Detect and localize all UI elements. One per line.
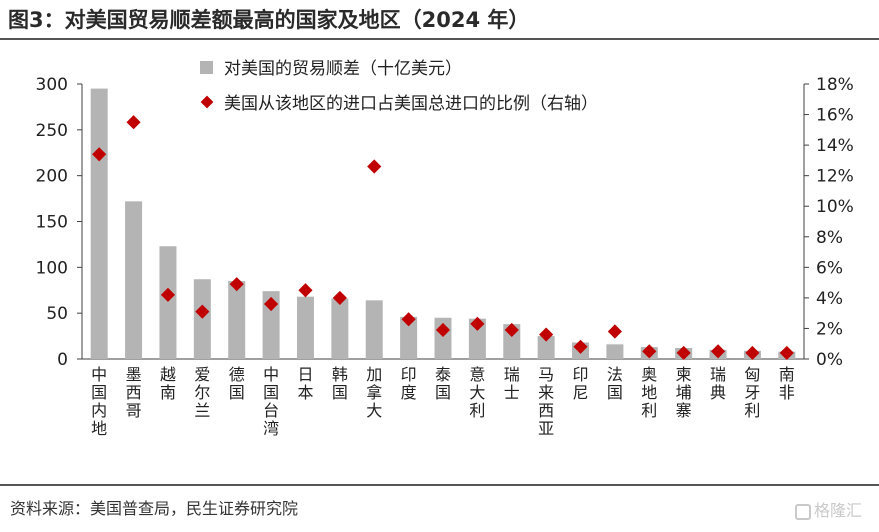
y-right-tick-label: 14% [816,136,854,156]
y-right-tick-label: 0% [816,350,843,370]
source-note: 资料来源：美国普查局，民生证券研究院 [10,499,299,518]
category-label: 印度 [401,365,417,402]
share-point [470,316,485,331]
category-label: 印尼 [573,365,589,402]
watermark-text: 格隆汇 [814,501,863,520]
y-right-tick-label: 18% [816,75,854,95]
bar [262,291,280,359]
y-left-tick-label: 300 [36,75,68,95]
y-left-tick-label: 100 [36,258,68,278]
share-point [573,339,588,354]
share-point [332,290,347,305]
category-label: 奥地利 [641,365,657,420]
category-label: 瑞典 [710,365,726,402]
share-point [195,304,210,319]
share-point [539,327,554,342]
category-label: 意大利 [469,365,485,420]
y-right-tick-label: 8% [816,228,843,248]
share-point [367,159,382,174]
y-right-tick-label: 10% [816,197,854,217]
category-label: 瑞士 [504,365,520,402]
y-right-tick-label: 12% [816,167,854,187]
page-title: 图3：对美国贸易顺差额最高的国家及地区（2024 年） [8,8,530,32]
bar [468,318,486,359]
y-right-tick-label: 4% [816,289,843,309]
y-left-tick-label: 200 [36,167,68,187]
category-label: 中国台湾 [263,365,279,438]
bar [90,88,108,359]
bar [503,324,521,359]
category-label: 法国 [607,365,623,402]
legend-bar-label: 对美国的贸易顺差（十亿美元） [224,59,462,79]
footer-divider [0,484,879,486]
bar [125,201,143,359]
y-left-tick-label: 250 [36,121,68,141]
bar [537,336,555,359]
share-point [607,324,622,339]
bar [606,344,624,359]
share-point [401,312,416,327]
share-point [710,344,726,359]
bar [159,246,177,359]
bar [400,316,418,359]
share-point [126,115,141,130]
trade-surplus-chart: 0 50 100 150 200 250 300 0% 2% 4% 6% 8% 10% 12% 14% 16… [36,59,854,438]
share-point [779,345,794,360]
legend-bar-swatch [200,61,213,74]
watermark-logo-icon [795,503,811,520]
watermark: 格隆汇 [795,497,862,521]
category-label: 柬埔寨 [676,365,692,420]
category-label: 韩国 [332,365,348,402]
y-left-tick-label: 150 [36,213,68,233]
y-left-tick-label: 0 [57,350,68,370]
y-right-tick-label: 2% [816,319,843,339]
category-label: 墨西哥 [126,365,142,420]
category-label: 日本 [297,365,313,402]
legend-marker-label: 美国从该地区的进口占美国总进口的比例（右轴） [224,94,598,114]
share-point [435,322,451,338]
category-label: 泰国 [435,365,451,402]
category-label: 爱尔兰 [194,365,210,420]
share-point [160,287,176,302]
category-label: 德国 [229,365,245,402]
category-label: 南非 [779,365,795,402]
y-left-tick-label: 50 [46,304,68,324]
share-point [676,345,691,360]
y-right-tick-label: 6% [816,258,843,278]
share-point [504,322,519,338]
bar [296,296,314,359]
share-point [229,277,244,292]
title-divider [0,38,879,40]
category-label: 越南 [160,365,176,402]
bar [365,300,383,359]
bar [331,298,349,359]
category-label: 中国内地 [91,365,107,438]
legend-marker-swatch [200,95,214,109]
share-point [298,283,313,298]
share-point [264,296,279,312]
y-right-tick-label: 16% [816,106,854,126]
category-label: 加拿大 [366,365,382,420]
category-label: 匈牙利 [744,365,760,420]
bar [228,281,246,359]
bar [193,279,211,359]
category-label: 马来西亚 [538,365,554,438]
share-point [745,345,760,360]
share-point [642,344,657,359]
